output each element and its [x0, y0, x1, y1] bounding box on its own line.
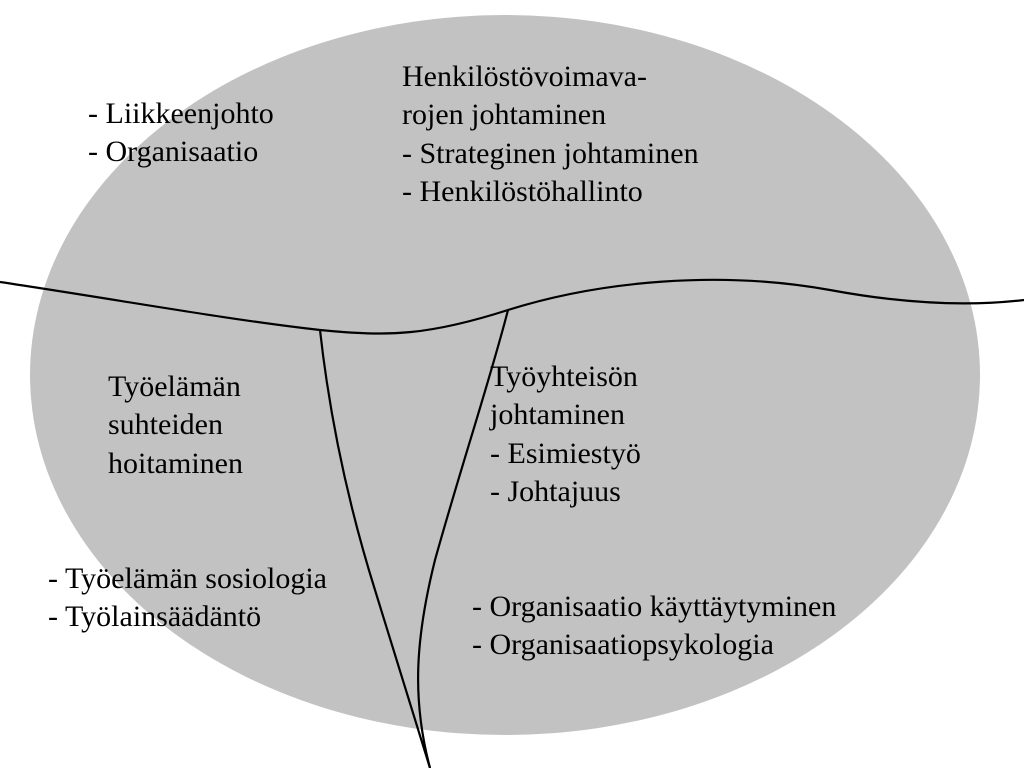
block-top-left: - Liikkeenjohto - Organisaatio — [88, 95, 274, 172]
block-bottom-left: - Työelämän sosiologia - Työlainsäädäntö — [48, 560, 327, 637]
diagram-stage: - Liikkeenjohto - Organisaatio Henkilöst… — [0, 0, 1024, 768]
block-mid-right: Työyhteisön johtaminen - Esimiestyö - Jo… — [490, 358, 641, 512]
block-mid-left: Työelämän suhteiden hoitaminen — [108, 368, 243, 483]
block-bottom-right: - Organisaatio käyttäytyminen - Organisa… — [472, 588, 836, 665]
block-top-right: Henkilöstövoimava- rojen johtaminen - St… — [402, 58, 699, 212]
